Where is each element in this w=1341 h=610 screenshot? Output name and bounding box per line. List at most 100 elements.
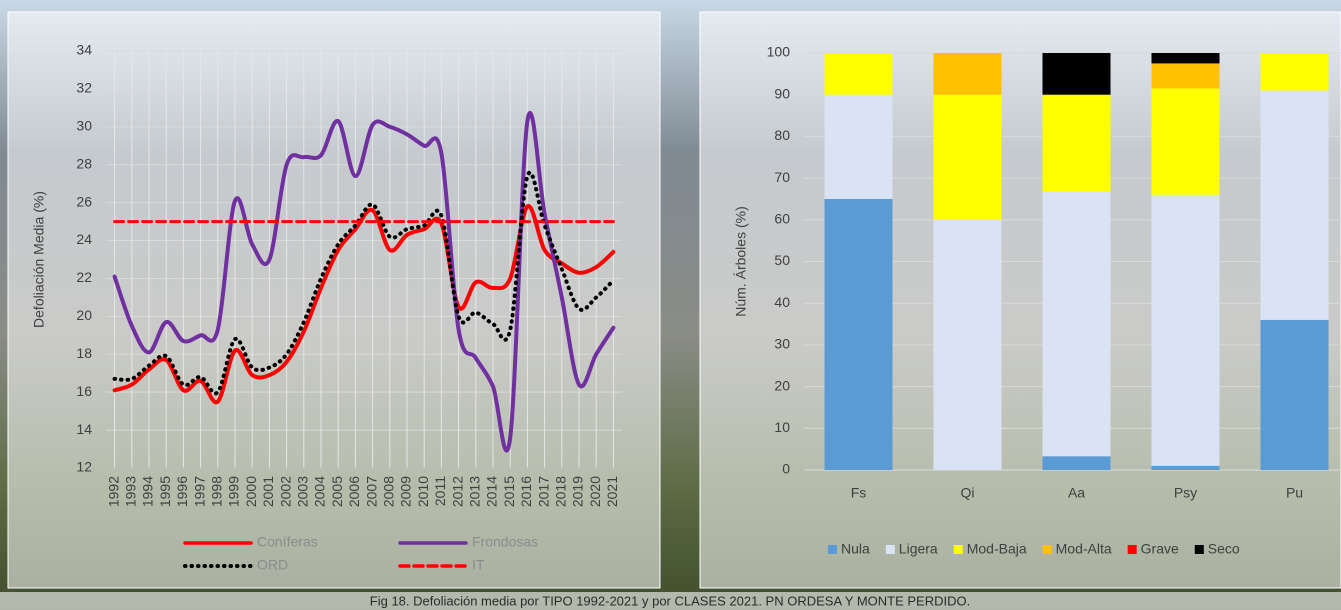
y-tick-label: 18	[76, 345, 92, 361]
x-tick-label: 2001	[260, 476, 276, 507]
y-tick-label: 28	[76, 155, 92, 171]
y-tick-label: 0	[782, 461, 790, 477]
bar-segment	[933, 94, 1002, 220]
x-tick-label: 2016	[518, 476, 534, 507]
x-tick-label: 2012	[449, 476, 465, 507]
bar-segment	[1151, 88, 1220, 195]
y-axis-label: Defoliación Media (%)	[31, 191, 47, 328]
x-tick-label: 2013	[467, 476, 483, 507]
bar-segment	[933, 53, 1002, 95]
bar-segment	[1151, 53, 1220, 64]
legend-label: Mod-Alta	[1056, 541, 1112, 557]
legend-swatch	[1042, 545, 1052, 554]
x-tick-label: 1993	[123, 476, 139, 507]
x-tick-label: Psy	[1174, 485, 1197, 501]
x-tick-label: 2011	[432, 476, 448, 506]
caption-band	[0, 592, 1341, 610]
y-tick-label: 34	[76, 42, 92, 58]
charts: 12 14 16 18 20 22 24 26 28 30 32 34 1992 1993 1994 1995…	[31, 42, 1341, 573]
bar-segment	[1042, 53, 1111, 95]
x-tick-label: 2000	[243, 476, 259, 507]
x-tick-label: Fs	[851, 485, 867, 501]
x-tick-label: 2021	[604, 476, 620, 507]
legend-swatch	[1194, 545, 1204, 554]
bar-segment	[1260, 319, 1329, 470]
x-tick-label: 2004	[312, 476, 328, 507]
y-tick-label: 70	[774, 169, 790, 185]
x-tick-label: Pu	[1286, 485, 1303, 501]
x-tick-label: 2007	[363, 476, 379, 507]
legend-swatch	[885, 545, 895, 554]
legend-swatch	[953, 545, 963, 554]
bar-segment	[933, 219, 1002, 470]
bar-segment	[1151, 194, 1220, 466]
left-panel	[7, 11, 661, 589]
x-tick-label: 2009	[398, 476, 414, 507]
bar-segment	[1151, 63, 1220, 89]
legend-label: Seco	[1208, 541, 1240, 557]
y-tick-label: 90	[774, 85, 790, 101]
legend-swatch	[828, 545, 837, 554]
legend-label: Grave	[1141, 541, 1179, 557]
x-tick-label: 1995	[157, 476, 173, 507]
legend-label: Mod-Baja	[967, 541, 1027, 557]
legend-swatch	[1127, 545, 1137, 554]
x-tick-label: 2003	[295, 476, 311, 507]
y-tick-label: 20	[774, 377, 790, 393]
y-tick-label: 30	[774, 336, 790, 352]
legend-label: Coníferas	[257, 534, 318, 550]
caption: Fig 18. Defoliación media por TIPO 1992-…	[370, 593, 970, 608]
y-tick-label: 80	[774, 127, 790, 143]
legend-label: Nula	[841, 541, 870, 557]
legend-label: IT	[472, 557, 485, 573]
y-tick-label: 26	[76, 193, 92, 209]
y-tick-label: 24	[76, 231, 92, 247]
x-tick-label: 2010	[415, 476, 431, 507]
x-tick-label: 2017	[535, 476, 551, 507]
y-tick-label: 40	[774, 294, 790, 310]
series-line	[112, 204, 616, 405]
x-tick-label: 2015	[501, 476, 517, 507]
legend-label: ORD	[257, 557, 288, 573]
y-tick-label: 60	[774, 211, 790, 227]
y-tick-label: 16	[76, 383, 92, 399]
y-tick-label: 14	[76, 421, 92, 437]
bar-segment	[824, 198, 893, 470]
x-tick-label: 2014	[484, 476, 500, 507]
x-tick-label: 2006	[346, 476, 362, 507]
x-tick-label: 1992	[105, 476, 121, 507]
bar-segment	[1260, 90, 1329, 320]
series-line	[112, 110, 616, 453]
y-tick-label: 50	[774, 252, 790, 268]
legend-label: Ligera	[899, 541, 938, 557]
x-tick-label: 1999	[226, 476, 242, 507]
x-tick-label: 2005	[329, 476, 345, 507]
y-tick-label: 12	[76, 459, 92, 475]
bar-segment	[1042, 456, 1111, 470]
bar-segment	[824, 53, 893, 95]
bar-segment	[1260, 53, 1329, 91]
y-tick-label: 32	[76, 80, 92, 96]
x-tick-label: 1996	[174, 476, 190, 507]
y-axis-label: Núm. Árboles (%)	[733, 206, 749, 316]
bar-segment	[1042, 191, 1111, 457]
legend-label: Frondosas	[472, 534, 538, 550]
series-line	[112, 170, 616, 396]
y-tick-label: 10	[774, 419, 790, 435]
y-tick-label: 30	[76, 118, 92, 134]
x-tick-label: 2018	[553, 476, 569, 507]
bar-segment	[1151, 465, 1220, 470]
right-panel	[699, 11, 1341, 589]
x-tick-label: 1997	[191, 476, 207, 507]
x-tick-label: 2019	[570, 476, 586, 507]
y-tick-label: 22	[76, 269, 92, 285]
x-tick-label: Qi	[961, 485, 975, 501]
x-tick-label: 1998	[209, 476, 225, 507]
y-tick-label: 20	[76, 307, 92, 323]
x-tick-label: 1994	[140, 476, 156, 507]
x-tick-label: 2008	[381, 476, 397, 507]
x-tick-label: 2020	[587, 476, 603, 507]
x-tick-label: Aa	[1068, 485, 1085, 501]
